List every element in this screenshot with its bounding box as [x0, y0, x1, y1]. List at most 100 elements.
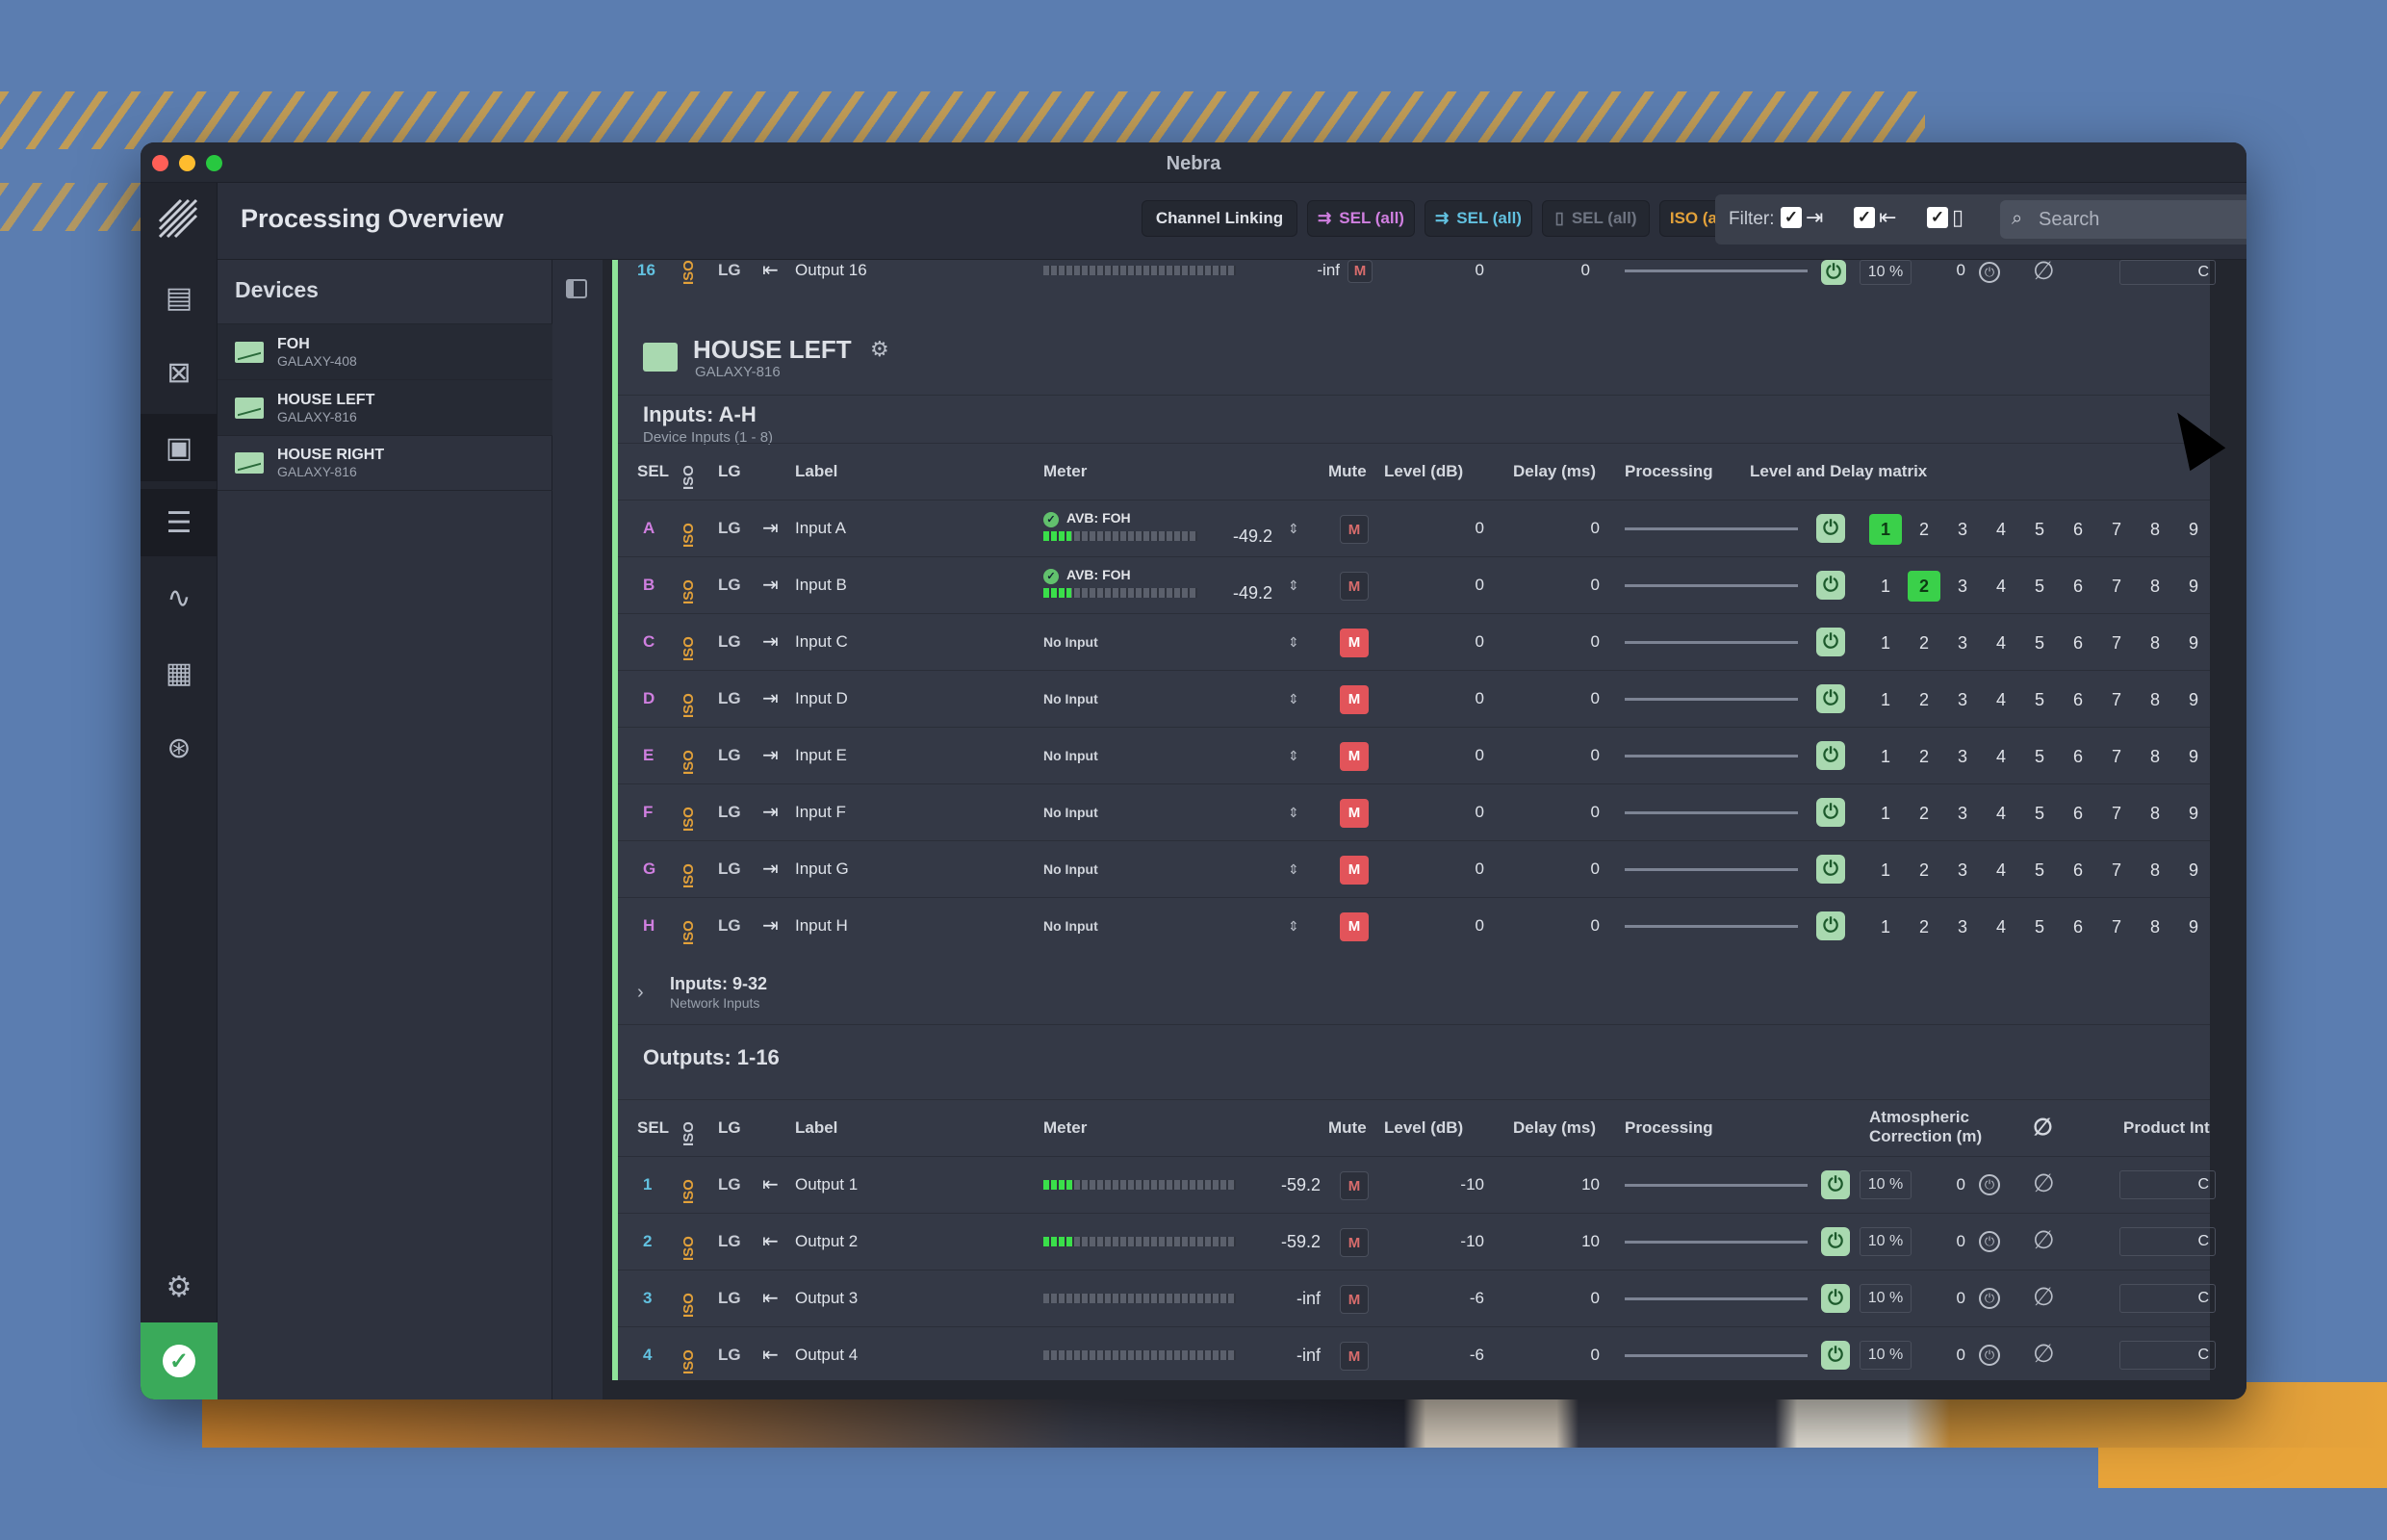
matrix-cell[interactable]: 4: [1995, 520, 2006, 539]
lg-button[interactable]: LG: [718, 746, 741, 764]
eq-curve-icon[interactable]: ∿: [167, 581, 192, 614]
matrix-cell[interactable]: 6: [2072, 577, 2083, 596]
mute-button[interactable]: M: [1348, 260, 1373, 283]
iso-button[interactable]: ISO: [680, 807, 697, 832]
lg-button[interactable]: LG: [718, 689, 741, 707]
matrix-cell[interactable]: 8: [2149, 860, 2160, 880]
filter-inputs-checkbox[interactable]: ✓: [1781, 207, 1802, 228]
iso-button[interactable]: ISO: [680, 1179, 697, 1204]
matrix-cell[interactable]: 1: [1880, 690, 1890, 709]
minimize-window-button[interactable]: [179, 155, 195, 171]
device-item-house-right[interactable]: HOUSE RIGHT GALAXY-816: [218, 435, 552, 491]
processing-fader[interactable]: [1625, 1175, 1808, 1198]
atmospheric-power-icon[interactable]: ⏻: [1979, 262, 2000, 283]
matrix-cell[interactable]: 4: [1995, 804, 2006, 823]
input-label[interactable]: Input A: [795, 519, 846, 537]
list-view-icon[interactable]: ☰: [141, 489, 218, 556]
matrix-cell[interactable]: 1: [1880, 577, 1890, 596]
atmospheric-value[interactable]: 0: [1956, 1289, 1965, 1307]
power-icon[interactable]: ⏻: [1816, 741, 1845, 770]
matrix-cell[interactable]: 2: [1918, 690, 1929, 709]
sel-cell[interactable]: 3: [643, 1289, 653, 1307]
delay-value[interactable]: 0: [1590, 576, 1600, 594]
iso-button[interactable]: ISO: [680, 1236, 697, 1261]
input-label[interactable]: Input D: [795, 689, 848, 707]
matrix-cell[interactable]: 6: [2072, 633, 2083, 653]
mute-button[interactable]: M: [1340, 799, 1369, 828]
processing-fader[interactable]: [1625, 519, 1798, 542]
processing-fader[interactable]: [1625, 803, 1798, 826]
processing-fader[interactable]: [1625, 1346, 1808, 1369]
iso-button[interactable]: ISO: [680, 523, 697, 548]
power-icon[interactable]: ⏻: [1816, 514, 1845, 543]
atmospheric-percent[interactable]: 10 %: [1860, 260, 1912, 285]
power-icon[interactable]: ⏻: [1816, 628, 1845, 656]
mute-button[interactable]: M: [1340, 856, 1369, 885]
sel-cell[interactable]: 4: [643, 1346, 653, 1364]
level-value[interactable]: 0: [1475, 632, 1484, 651]
matrix-cell[interactable]: 8: [2149, 747, 2160, 766]
product-input-field[interactable]: C: [2119, 1227, 2216, 1256]
matrix-cell[interactable]: 5: [2034, 577, 2044, 596]
sel-cell[interactable]: 1: [643, 1175, 653, 1194]
delay-value[interactable]: 0: [1590, 1289, 1600, 1307]
polarity-invert-icon[interactable]: ∅: [2033, 1282, 2055, 1311]
matrix-cell[interactable]: 4: [1995, 860, 2006, 880]
lg-button[interactable]: LG: [718, 916, 741, 935]
mute-button[interactable]: M: [1340, 1285, 1369, 1314]
mute-button[interactable]: M: [1340, 1342, 1369, 1371]
devices-view-icon[interactable]: ▤: [165, 281, 193, 314]
input-label[interactable]: Input G: [795, 860, 849, 878]
level-value[interactable]: 0: [1475, 746, 1484, 764]
output-label[interactable]: Output 2: [795, 1232, 859, 1250]
sel-cell[interactable]: H: [643, 916, 655, 935]
matrix-cell[interactable]: 4: [1995, 690, 2006, 709]
lg-button[interactable]: LG: [718, 1289, 741, 1307]
sel-cell[interactable]: F: [643, 803, 654, 821]
atmospheric-percent[interactable]: 10 %: [1860, 1227, 1912, 1256]
level-value[interactable]: -10: [1460, 1232, 1484, 1250]
matrix-cell[interactable]: 3: [1957, 804, 1967, 823]
matrix-cell[interactable]: 9: [2188, 860, 2198, 880]
matrix-cell[interactable]: 9: [2188, 520, 2198, 539]
sel-cell[interactable]: 16: [637, 261, 655, 279]
sel-cell[interactable]: A: [643, 519, 655, 537]
iso-button[interactable]: ISO: [680, 260, 697, 285]
matrix-cell[interactable]: 3: [1957, 917, 1967, 937]
iso-button[interactable]: ISO: [680, 579, 697, 604]
source-select-chevron-icon[interactable]: ⇕: [1288, 748, 1299, 763]
power-icon[interactable]: ⏻: [1821, 1227, 1850, 1256]
lg-button[interactable]: LG: [718, 632, 741, 651]
matrix-cell[interactable]: 5: [2034, 520, 2044, 539]
zoom-window-button[interactable]: [206, 155, 222, 171]
output-label[interactable]: Output 3: [795, 1289, 859, 1307]
sel-all-devices-button[interactable]: ▯ SEL (all): [1542, 200, 1650, 237]
level-value[interactable]: -6: [1469, 1346, 1484, 1364]
product-input-field[interactable]: C: [2119, 1341, 2216, 1370]
atmospheric-percent[interactable]: 10 %: [1860, 1170, 1912, 1199]
search-box[interactable]: ⌕: [2000, 200, 2246, 239]
delay-value[interactable]: 0: [1590, 519, 1600, 537]
power-icon[interactable]: ⏻: [1821, 1170, 1850, 1199]
matrix-cell[interactable]: 6: [2072, 860, 2083, 880]
matrix-cell[interactable]: 9: [2188, 917, 2198, 937]
lg-button[interactable]: LG: [718, 261, 741, 279]
polarity-invert-icon[interactable]: ∅: [2033, 1168, 2055, 1197]
matrix-cell[interactable]: 1: [1880, 917, 1890, 937]
matrix-cell[interactable]: 4: [1995, 747, 2006, 766]
matrix-cell[interactable]: 5: [2034, 747, 2044, 766]
polarity-invert-icon[interactable]: ∅: [2033, 260, 2055, 285]
matrix-cell[interactable]: 6: [2072, 690, 2083, 709]
matrix-cell[interactable]: 8: [2149, 690, 2160, 709]
matrix-cell[interactable]: 1: [1880, 860, 1890, 880]
polarity-invert-icon[interactable]: ∅: [2033, 1339, 2055, 1368]
filter-outputs-checkbox[interactable]: ✓: [1854, 207, 1875, 228]
sel-all-inputs-button[interactable]: ⇉ SEL (all): [1307, 200, 1415, 237]
sidebar-toggle-icon[interactable]: [566, 279, 587, 298]
source-select-chevron-icon[interactable]: ⇕: [1288, 918, 1299, 934]
power-icon[interactable]: ⏻: [1816, 855, 1845, 884]
level-value[interactable]: 0: [1475, 689, 1484, 707]
matrix-cell[interactable]: 2: [1918, 860, 1929, 880]
processing-fader[interactable]: [1625, 1232, 1808, 1255]
level-value[interactable]: -10: [1460, 1175, 1484, 1194]
